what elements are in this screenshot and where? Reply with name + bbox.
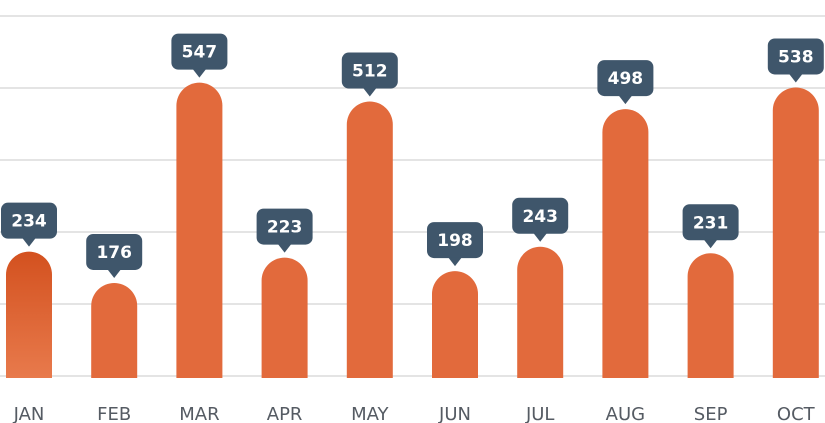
bar-may xyxy=(346,101,393,379)
data-label-box xyxy=(767,38,824,75)
data-label-feb: 176 xyxy=(86,233,143,278)
x-tick-label-sep: SEP xyxy=(694,404,728,423)
data-label-mar: 547 xyxy=(171,33,228,78)
data-label-pointer xyxy=(703,239,718,249)
bar-jul xyxy=(517,246,564,378)
bars xyxy=(6,82,819,379)
data-label-jun: 198 xyxy=(427,222,483,267)
data-label-aug: 498 xyxy=(597,60,654,105)
data-label-pointer xyxy=(192,68,207,78)
data-label-box xyxy=(1,202,57,239)
data-label-pointer xyxy=(22,237,36,247)
x-tick-label-jan: JAN xyxy=(13,404,45,423)
bar-apr xyxy=(261,257,308,378)
data-label-text: 223 xyxy=(267,218,303,238)
data-label-pointer xyxy=(277,243,292,253)
data-label-text: 512 xyxy=(352,62,388,82)
data-labels: 234 176 547 223 512 198 243 498 231 538 xyxy=(1,33,824,278)
data-label-pointer xyxy=(788,73,803,83)
bar-aug xyxy=(602,109,649,378)
data-label-oct: 538 xyxy=(767,38,824,83)
data-label-sep: 231 xyxy=(682,204,739,249)
x-tick-label-mar: MAR xyxy=(179,404,219,423)
data-label-text: 231 xyxy=(693,213,729,233)
bar-oct xyxy=(772,87,819,378)
data-label-box xyxy=(171,33,228,70)
data-label-text: 243 xyxy=(522,207,558,227)
bar-jun xyxy=(432,271,478,378)
data-label-pointer xyxy=(107,268,122,278)
x-tick-label-oct: OCT xyxy=(777,404,816,423)
x-tick-label-feb: FEB xyxy=(97,404,131,423)
data-label-text: 538 xyxy=(778,47,814,67)
data-label-box xyxy=(682,204,739,241)
data-label-box xyxy=(341,52,398,89)
data-label-pointer xyxy=(618,95,633,105)
data-label-text: 198 xyxy=(437,231,473,251)
x-tick-label-aug: AUG xyxy=(606,404,645,423)
data-label-box xyxy=(512,197,569,234)
data-label-pointer xyxy=(448,257,462,267)
data-label-box xyxy=(597,60,654,97)
x-tick-label-may: MAY xyxy=(351,404,389,423)
x-axis-tick-labels: JAN FEB MAR APR MAY JUN JUL AUG SEP OCT xyxy=(13,404,816,423)
data-label-text: 176 xyxy=(96,243,132,263)
data-label-box xyxy=(86,233,143,270)
x-tick-label-jul: JUL xyxy=(525,404,555,423)
data-label-may: 512 xyxy=(341,52,398,97)
data-label-text: 498 xyxy=(608,69,644,89)
x-tick-label-apr: APR xyxy=(267,404,303,423)
data-label-jul: 243 xyxy=(512,197,569,242)
bar-feb xyxy=(91,282,138,378)
bar-jan xyxy=(6,251,52,378)
data-label-text: 234 xyxy=(11,212,47,232)
bar-mar xyxy=(176,82,223,379)
data-label-box xyxy=(256,208,313,245)
data-label-text: 547 xyxy=(182,43,218,63)
data-label-pointer xyxy=(362,87,377,97)
data-label-jan: 234 xyxy=(1,202,57,247)
gridlines xyxy=(0,15,825,377)
data-label-apr: 223 xyxy=(256,208,313,253)
bar-sep xyxy=(687,253,734,378)
data-label-box xyxy=(427,222,483,259)
x-tick-label-jun: JUN xyxy=(438,404,471,423)
data-label-pointer xyxy=(533,232,548,242)
